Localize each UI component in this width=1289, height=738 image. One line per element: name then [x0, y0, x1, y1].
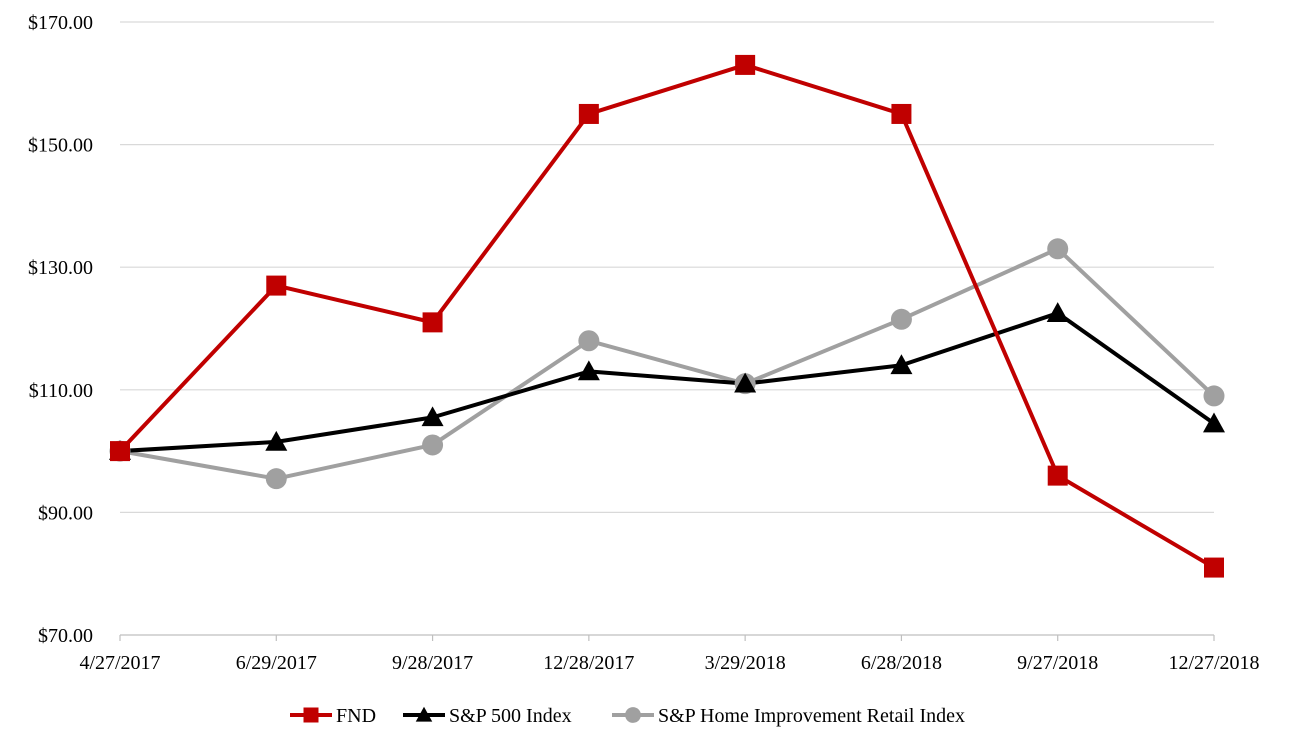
data-point-square — [1047, 465, 1068, 486]
data-point-circle — [422, 434, 444, 456]
legend-item: S&P 500 Index — [403, 705, 572, 727]
data-point-circle — [1203, 385, 1225, 407]
data-point-square — [578, 103, 599, 124]
legend-item: S&P Home Improvement Retail Index — [612, 705, 965, 727]
data-point-triangle — [415, 706, 433, 722]
data-point-square — [735, 54, 756, 75]
x-tick-label: 4/27/2017 — [79, 652, 160, 674]
x-tick-label: 6/29/2017 — [236, 652, 317, 674]
legend-item: FND — [290, 705, 376, 727]
data-point-square — [1204, 557, 1224, 578]
legend: FND S&P 500 Index S&P Home Improvement Ret… — [290, 705, 965, 727]
data-point-triangle — [1046, 302, 1069, 322]
x-axis: 4/27/2017 6/29/2017 9/28/2017 12/28/2017 3/2… — [79, 634, 1260, 674]
data-point-square — [266, 275, 287, 296]
y-tick-label: $70.00 — [38, 625, 93, 647]
y-tick-label: $170.00 — [28, 12, 93, 34]
gridlines — [120, 21, 1214, 514]
series-line-square — [118, 62, 1216, 570]
series-lines — [118, 62, 1216, 570]
data-point-triangle — [421, 406, 444, 427]
data-point-triangle — [734, 372, 757, 393]
legend-label: S&P 500 Index — [449, 705, 572, 727]
data-point-square — [303, 707, 319, 723]
series-line-triangle — [119, 311, 1216, 454]
y-tick-label: $110.00 — [29, 380, 93, 402]
x-tick-label: 12/27/2018 — [1168, 652, 1259, 674]
data-point-triangle — [265, 430, 288, 451]
y-axis: $70.00 $90.00 $110.00 $130.00 $150.00 $170.00 — [28, 12, 93, 647]
x-tick-label: 9/27/2018 — [1017, 652, 1098, 674]
legend-label: FND — [336, 705, 376, 727]
data-point-circle — [578, 330, 600, 352]
legend-label: S&P Home Improvement Retail Index — [658, 705, 965, 727]
data-point-triangle — [1203, 412, 1225, 433]
series-line-circle — [119, 246, 1216, 481]
data-point-square — [110, 441, 130, 462]
data-point-triangle — [890, 354, 913, 375]
y-tick-label: $150.00 — [28, 135, 93, 157]
y-tick-label: $130.00 — [28, 257, 93, 279]
data-point-square — [891, 103, 912, 124]
x-tick-label: 9/28/2017 — [392, 652, 473, 674]
x-tick-label: 3/29/2018 — [705, 652, 786, 674]
data-point-square — [422, 312, 443, 333]
data-point-circle — [265, 468, 287, 490]
data-point-circle — [890, 308, 912, 330]
y-tick-label: $90.00 — [38, 502, 93, 524]
data-point-circle — [625, 707, 641, 723]
series-markers — [109, 54, 1225, 578]
data-point-triangle — [577, 360, 600, 381]
data-point-circle — [1047, 238, 1069, 260]
x-tick-label: 12/28/2017 — [543, 652, 634, 674]
x-tick-label: 6/28/2018 — [861, 652, 942, 674]
